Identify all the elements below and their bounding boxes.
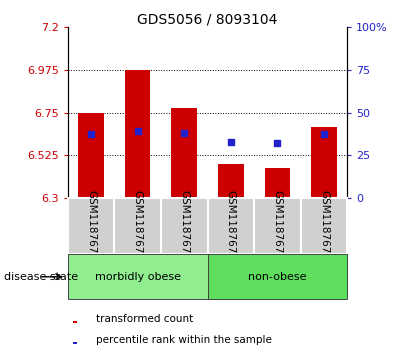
Bar (208, 198, 254, 254)
Point (134, 128, 141, 134)
Text: percentile rank within the sample: percentile rank within the sample (96, 335, 272, 345)
Bar (125, 70, 150, 198)
Bar (218, 164, 244, 198)
Point (181, 130, 187, 136)
Bar (74, 321, 77, 323)
Text: disease state: disease state (4, 272, 78, 282)
Bar (301, 198, 347, 254)
Text: GSM1187677: GSM1187677 (272, 190, 282, 260)
Point (274, 140, 281, 146)
Text: GSM1187674: GSM1187674 (133, 190, 143, 260)
Bar (68, 198, 114, 254)
Text: transformed count: transformed count (96, 314, 193, 324)
Bar (171, 108, 197, 198)
Text: GSM1187676: GSM1187676 (226, 190, 236, 260)
Bar (74, 342, 77, 344)
Bar (114, 198, 161, 254)
Text: non-obese: non-obese (248, 272, 307, 282)
Bar (161, 198, 208, 254)
Bar (254, 198, 301, 254)
Bar (265, 168, 290, 198)
Point (88, 131, 95, 137)
Title: GDS5056 / 8093104: GDS5056 / 8093104 (137, 12, 278, 26)
Bar (68, 254, 208, 299)
Text: GSM1187678: GSM1187678 (319, 190, 329, 260)
Text: GSM1187675: GSM1187675 (179, 190, 189, 260)
Bar (78, 113, 104, 198)
Bar (311, 127, 337, 198)
Bar (208, 254, 347, 299)
Text: morbidly obese: morbidly obese (95, 272, 181, 282)
Point (228, 139, 234, 145)
Point (321, 131, 327, 136)
Text: GSM1187673: GSM1187673 (86, 190, 96, 260)
